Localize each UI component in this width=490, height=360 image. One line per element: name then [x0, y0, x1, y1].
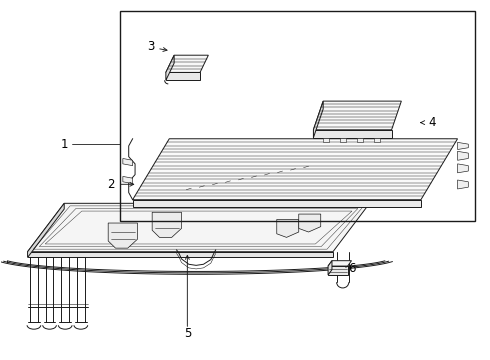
- Polygon shape: [166, 55, 208, 72]
- Polygon shape: [328, 266, 347, 275]
- Polygon shape: [166, 55, 174, 80]
- Polygon shape: [340, 138, 346, 142]
- Polygon shape: [152, 212, 181, 237]
- Polygon shape: [299, 214, 321, 232]
- Polygon shape: [458, 164, 468, 173]
- Polygon shape: [314, 101, 323, 138]
- Polygon shape: [374, 138, 380, 142]
- Polygon shape: [323, 138, 329, 142]
- Polygon shape: [314, 130, 392, 138]
- Polygon shape: [133, 200, 421, 207]
- Polygon shape: [27, 252, 333, 257]
- Polygon shape: [27, 203, 369, 252]
- Text: 3: 3: [147, 40, 155, 53]
- Polygon shape: [123, 176, 133, 184]
- Text: 6: 6: [348, 262, 355, 275]
- Bar: [121, 12, 475, 221]
- Polygon shape: [328, 261, 332, 275]
- Text: 2: 2: [107, 178, 115, 191]
- Polygon shape: [458, 151, 468, 160]
- Polygon shape: [27, 203, 64, 257]
- Text: 1: 1: [60, 138, 68, 150]
- Polygon shape: [458, 180, 468, 189]
- Polygon shape: [166, 72, 200, 80]
- Text: 4: 4: [428, 116, 436, 129]
- Polygon shape: [277, 220, 299, 237]
- Polygon shape: [357, 138, 363, 142]
- Polygon shape: [108, 223, 138, 248]
- Polygon shape: [123, 158, 133, 166]
- Polygon shape: [133, 139, 458, 200]
- Text: 5: 5: [184, 327, 191, 340]
- Polygon shape: [328, 261, 351, 266]
- Polygon shape: [314, 101, 401, 130]
- Polygon shape: [458, 142, 468, 149]
